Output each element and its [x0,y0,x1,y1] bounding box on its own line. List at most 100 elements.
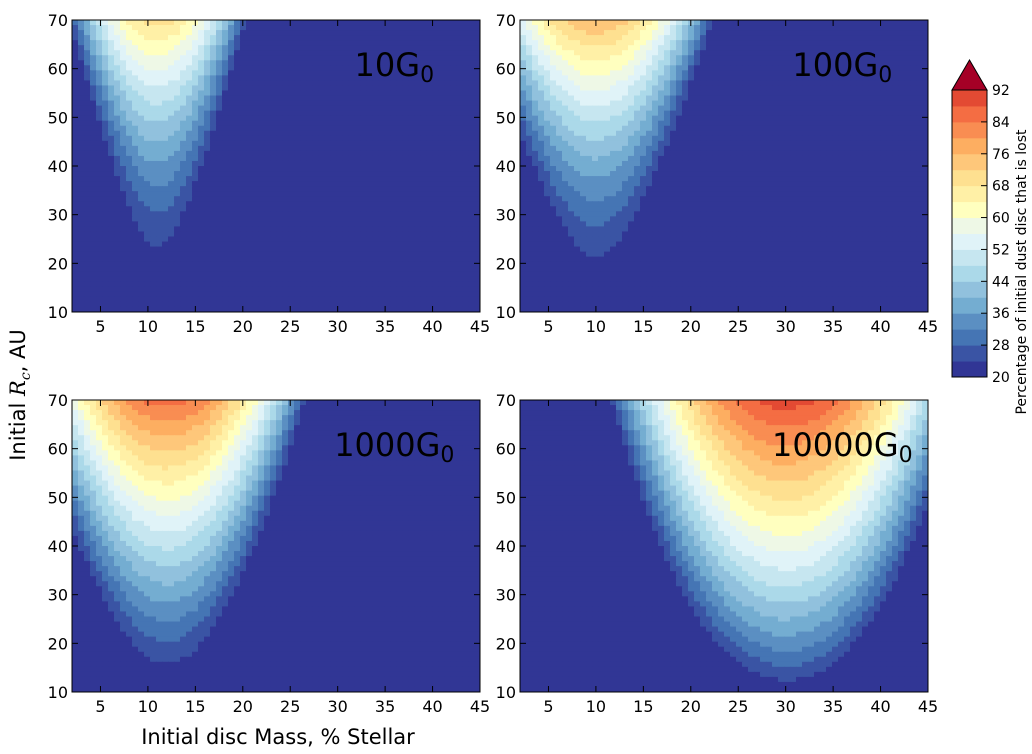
contour-cell [874,55,881,61]
contour-cell [318,135,325,142]
contour-cell [306,130,313,137]
contour-cell [240,155,247,162]
contour-cell [150,30,157,36]
contour-cell [402,70,409,76]
contour-cell [90,266,97,273]
contour-cell [354,196,361,202]
contour-cell [550,70,557,76]
contour-cell [312,55,319,61]
contour-cell [288,20,295,26]
contour-cell [646,25,653,31]
contour-cell [138,221,145,228]
contour-cell [336,35,343,41]
contour-cell [348,186,355,192]
contour-cell [468,125,475,132]
contour-cell [216,80,223,87]
contour-cell [156,251,163,258]
contour-cell [270,196,277,202]
contour-cell [282,25,289,31]
contour-cell [324,166,331,172]
contour-cell [742,80,749,87]
contour-cell [456,216,463,222]
contour-cell [276,115,283,122]
contour-cell [228,105,235,112]
contour-cell [294,95,301,102]
contour-cell [306,40,313,46]
contour-cell [210,65,217,71]
x-tick-label: 45 [470,317,490,336]
contour-cell [544,70,551,76]
contour-cell [360,30,367,36]
contour-cell [234,241,241,248]
contour-cell [384,145,391,152]
contour-cell [598,45,605,51]
contour-cell [294,100,301,107]
contour-cell [390,130,397,137]
contour-cell [222,181,229,187]
contour-cell [778,75,785,82]
contour-cell [186,216,193,222]
contour-cell [120,160,127,167]
contour-cell [462,241,469,248]
contour-cell [676,45,683,51]
contour-cell [378,281,385,288]
contour-cell [150,231,157,238]
contour-cell [258,150,265,157]
contour-cell [132,261,139,268]
contour-cell [384,125,391,132]
contour-cell [784,85,791,92]
contour-cell [150,181,157,187]
contour-cell [396,296,403,303]
contour-cell [336,100,343,107]
contour-cell [102,95,109,102]
contour-cell [456,206,463,212]
contour-cell [844,75,851,82]
contour-cell [402,231,409,238]
contour-cell [186,276,193,283]
contour-cell [730,85,737,92]
contour-cell [330,246,337,253]
contour-cell [96,236,103,243]
contour-cell [682,60,689,66]
contour-cell [222,291,229,298]
contour-cell [432,241,439,248]
contour-cell [72,140,79,147]
contour-cell [366,251,373,258]
contour-cell [264,186,271,192]
contour-cell [240,160,247,167]
contour-cell [174,25,181,31]
contour-cell [240,276,247,283]
contour-cell [270,171,277,177]
contour-cell [462,70,469,76]
contour-cell [198,231,205,238]
contour-cell [396,30,403,36]
contour-cell [366,50,373,56]
contour-cell [276,20,283,26]
contour-cell [264,306,271,312]
contour-cell [420,251,427,258]
contour-cell [258,206,265,212]
contour-cell [628,75,635,82]
contour-cell [228,201,235,207]
contour-cell [264,25,271,31]
contour-cell [132,25,139,31]
contour-cell [324,105,331,112]
contour-cell [468,90,475,97]
contour-cell [240,181,247,187]
contour-cell [336,221,343,228]
contour-cell [288,125,295,132]
contour-cell [438,115,445,122]
contour-cell [354,65,361,71]
contour-cell [276,256,283,263]
contour-cell [336,145,343,152]
contour-cell [312,206,319,212]
contour-cell [264,211,271,217]
contour-cell [556,85,563,92]
contour-cell [108,40,115,46]
contour-cell [312,95,319,102]
contour-cell [682,20,689,26]
contour-cell [330,125,337,132]
contour-cell [312,231,319,238]
contour-cell [324,171,331,177]
contour-cell [366,281,373,288]
